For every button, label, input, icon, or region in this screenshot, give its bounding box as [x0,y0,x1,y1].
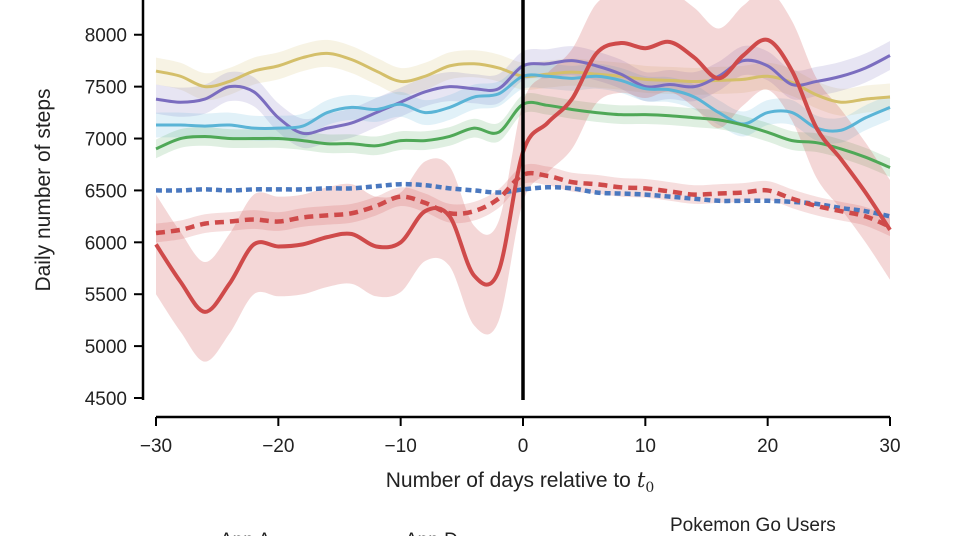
x-tick-label: 30 [879,436,900,457]
y-tick-label: 5000 [85,337,127,358]
x-axis-label-sub: 0 [645,480,654,496]
y-tick-label: 7000 [85,130,127,151]
x-tick-label: −10 [385,436,417,457]
x-tick-label: −30 [140,436,172,457]
band-red-dashed [156,163,890,243]
x-tick-label: −20 [262,436,294,457]
x-tick-label: 20 [757,436,778,457]
y-tick-label: 6000 [85,233,127,254]
legend-label: App A [220,530,271,536]
y-tick-label: 6500 [85,181,127,202]
legend: App A App D Pokemon Go Users [220,515,836,536]
x-tick-label: 0 [518,436,529,457]
line-blue-dashed [155,181,891,219]
legend-label: Pokemon Go Users [670,515,836,536]
y-tick-label: 7500 [85,78,127,99]
y-tick-label: 5500 [85,285,127,306]
y-tick-label: 4500 [85,389,127,410]
axes: 4500 5000 5500 6000 6500 7000 7500 8000 −30 −20 −1… [85,0,901,457]
x-tick-label: 10 [635,436,656,457]
line-red-dashed [155,170,891,236]
line-red [154,37,892,314]
x-axis-label-text: Number of days relative to [386,469,631,492]
band-green [156,93,890,177]
x-axis-label-var: t [637,468,646,492]
legend-label: App D [405,530,458,536]
x-axis-label: Number of days relative to t0 [386,468,654,496]
band-purple [156,40,890,149]
y-tick-label: 8000 [85,26,127,47]
y-axis-label: Daily number of steps [32,88,55,291]
